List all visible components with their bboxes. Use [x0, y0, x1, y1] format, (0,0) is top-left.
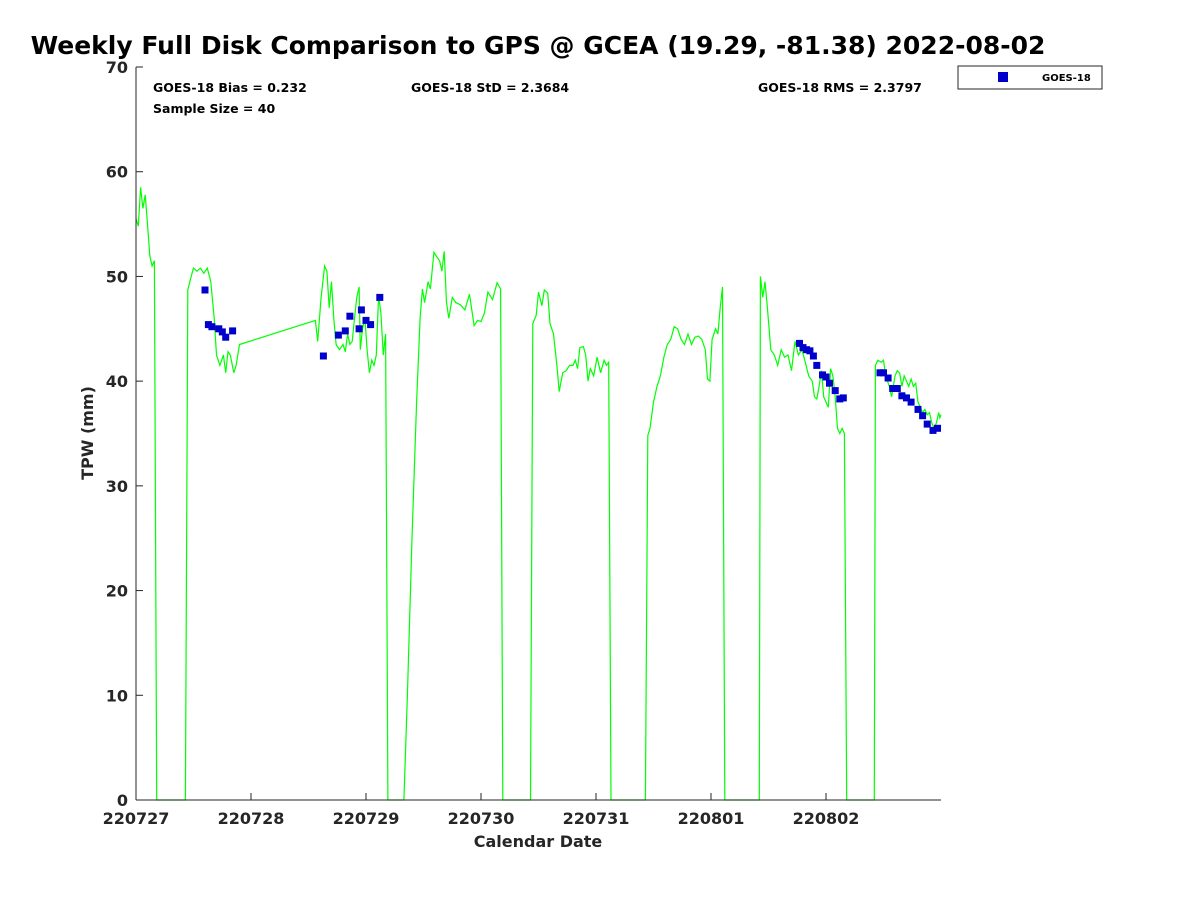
- y-tick-label: 10: [106, 686, 128, 705]
- goes-series-layer: [201, 286, 941, 434]
- goes18-point: [898, 392, 906, 400]
- y-ticks: 0 10 20 30 40 50 60 70: [106, 58, 143, 810]
- goes18-point: [367, 321, 375, 329]
- goes18-point: [806, 347, 814, 355]
- goes18-point: [923, 420, 931, 428]
- goes18-point: [826, 379, 833, 387]
- goes18-point: [880, 369, 887, 377]
- goes18-point: [934, 424, 941, 432]
- goes18-point: [889, 385, 897, 392]
- y-tick-label: 0: [117, 791, 128, 810]
- goes18-point: [809, 352, 817, 360]
- goes18-point: [355, 325, 363, 333]
- legend-box: [957, 65, 1103, 90]
- x-tick-label: 220731: [563, 809, 630, 828]
- goes18-point: [796, 339, 803, 347]
- goes18-point: [376, 293, 384, 301]
- x-tick-label: 220802: [793, 809, 860, 828]
- x-tick-label: 220729: [333, 809, 400, 828]
- goes18-point: [903, 394, 910, 402]
- chart-title: Weekly Full Disk Comparison to GPS @ GCE…: [31, 31, 1046, 60]
- y-tick-label: 30: [106, 477, 128, 496]
- gps-series-layer: [135, 187, 942, 801]
- x-axis-label: Calendar Date: [474, 832, 603, 851]
- y-tick-label: 40: [106, 372, 128, 391]
- plot-area: 0 10 20 30 40 50 60 70 220727 220728 220729 220730…: [103, 58, 942, 828]
- goes18-point: [893, 385, 901, 392]
- x-tick-label: 220730: [448, 809, 515, 828]
- goes18-point: [919, 412, 927, 420]
- y-tick-label: 60: [106, 163, 128, 182]
- goes18-point: [813, 361, 821, 369]
- y-axis-label: TPW (mm): [78, 386, 97, 480]
- sample-size-stat: Sample Size = 40: [153, 101, 275, 116]
- goes18-point: [319, 352, 327, 360]
- goes18-point: [831, 387, 839, 395]
- std-stat: GOES-18 StD = 2.3684: [411, 80, 569, 95]
- bias-stat: GOES-18 Bias = 0.232: [153, 80, 307, 95]
- plot-background: [136, 67, 941, 800]
- goes18-point: [201, 286, 209, 294]
- goes18-point: [357, 306, 365, 314]
- y-tick-label: 50: [106, 267, 128, 286]
- goes18-point: [929, 426, 937, 434]
- goes18-point: [907, 398, 915, 406]
- goes18-point: [346, 312, 354, 320]
- x-ticks: 220727 220728 220729 220730 220731 220801 2208…: [103, 793, 860, 828]
- legend: GOES-18: [957, 65, 1103, 90]
- legend-label-goes18: GOES-18: [1042, 73, 1091, 84]
- goes18-point: [218, 328, 226, 336]
- x-tick-label: 220728: [218, 809, 285, 828]
- goes18-point: [341, 327, 349, 335]
- y-tick-label: 70: [106, 58, 128, 77]
- goes18-point: [914, 405, 922, 413]
- goes18-point: [362, 316, 370, 324]
- x-tick-label: 220801: [678, 809, 745, 828]
- goes18-point: [839, 394, 847, 402]
- legend-marker-goes18: [998, 72, 1008, 82]
- gps-series-line: [135, 187, 942, 801]
- goes18-point: [884, 374, 892, 382]
- y-tick-label: 20: [106, 582, 128, 601]
- goes18-point: [334, 331, 342, 339]
- goes18-point: [222, 333, 230, 341]
- goes18-point: [229, 327, 237, 335]
- x-tick-label: 220727: [103, 809, 170, 828]
- goes18-point: [208, 323, 216, 331]
- goes18-point: [822, 373, 830, 381]
- rms-stat: GOES-18 RMS = 2.3797: [758, 80, 922, 95]
